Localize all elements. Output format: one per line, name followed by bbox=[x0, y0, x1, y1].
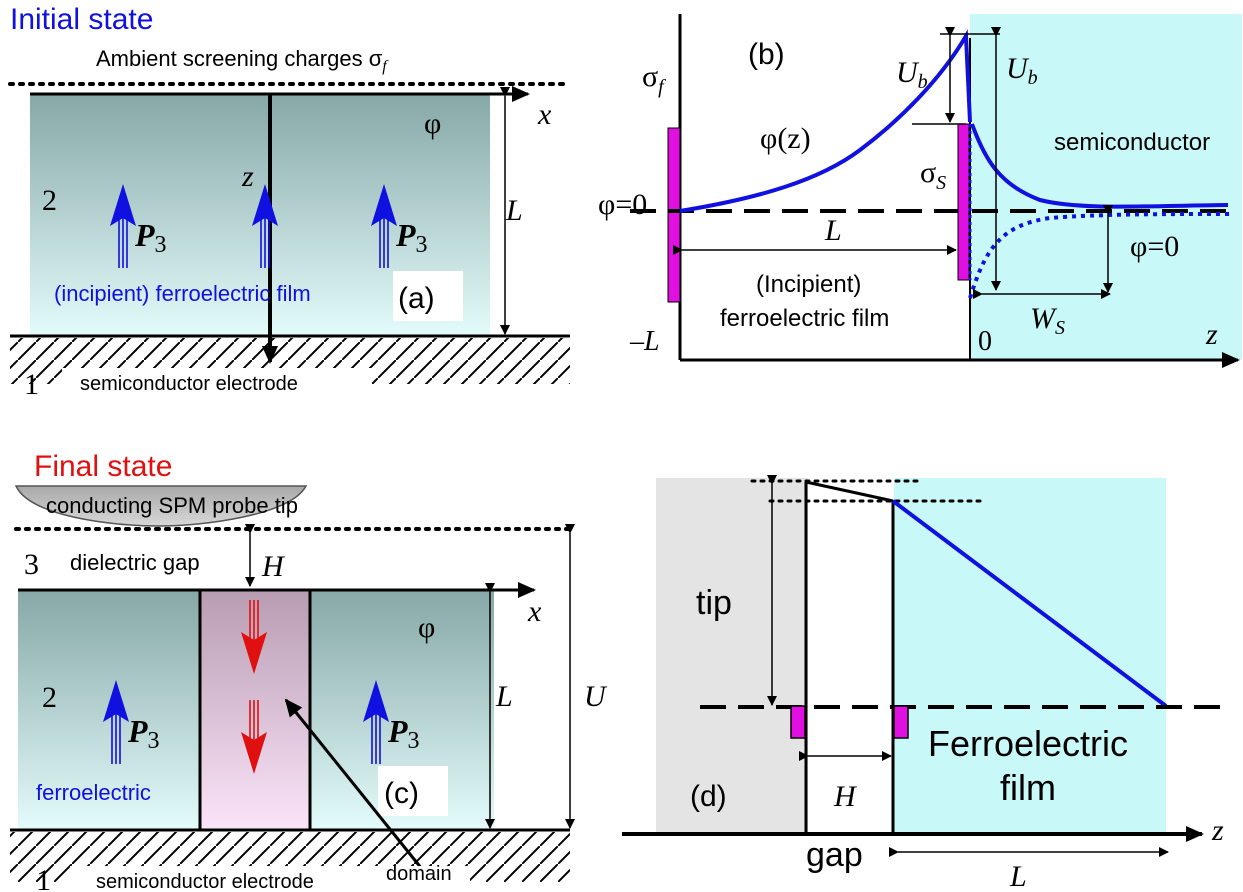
panel-b: (b) σf φ=0 –L φ(z) σS Ub Ub semiconducto… bbox=[598, 14, 1242, 368]
potential-curve-ferro-b bbox=[679, 29, 972, 213]
phi-zero-right-b: φ=0 bbox=[1130, 230, 1179, 263]
region-2-a: 2 bbox=[42, 184, 57, 217]
polarization-arrow-center-a bbox=[252, 184, 278, 268]
domain-label-c: domain bbox=[386, 863, 452, 885]
potential-curve-semi-b bbox=[970, 123, 1229, 209]
sigma-S-plate-b bbox=[957, 123, 970, 281]
panel-a: Initial state Ambient screening charges … bbox=[8, 3, 572, 401]
electrode-label-bg-c bbox=[70, 866, 470, 892]
tip-label-d: tip bbox=[696, 584, 732, 622]
region-1-c: 1 bbox=[36, 864, 51, 892]
p3-right-c: P3 bbox=[387, 713, 420, 754]
minus-L-b: –L bbox=[629, 326, 660, 357]
film-charge-plate-d bbox=[893, 705, 909, 739]
probe-tip-c bbox=[14, 485, 308, 527]
polarization-arrow-right-c bbox=[363, 680, 389, 764]
zero-label-b: 0 bbox=[978, 326, 992, 357]
dotted-curve-b bbox=[968, 212, 1231, 299]
polarization-arrow-left-c bbox=[103, 680, 129, 764]
panel-d: tip H (d) Ferroelectric film z gap L bbox=[622, 475, 1230, 892]
p3-left-c: P3 bbox=[127, 713, 160, 754]
polarization-arrow-left-a bbox=[110, 184, 136, 268]
L-label-c: L bbox=[495, 680, 513, 713]
panel-b-label: (b) bbox=[748, 38, 785, 71]
electrode-label-bg-a bbox=[62, 368, 372, 394]
probe-tip-label-c: conducting SPM probe tip bbox=[46, 493, 298, 518]
ferroelectric-label-c: ferroelectric bbox=[36, 780, 151, 805]
region-3-c: 3 bbox=[24, 548, 39, 581]
film-label-a: (incipient) ferroelectric film bbox=[54, 281, 311, 306]
region-1-a: 1 bbox=[24, 368, 39, 401]
tip-charge-plate-d bbox=[790, 705, 806, 739]
p3-right-a: P3 bbox=[395, 217, 428, 258]
H-label-c: H bbox=[261, 550, 286, 583]
electrode-label-a: semiconductor electrode bbox=[80, 373, 298, 395]
L-label-b: L bbox=[824, 214, 842, 247]
gap-label-c: dielectric gap bbox=[70, 550, 200, 575]
film-label-2-d: film bbox=[1000, 767, 1056, 808]
x-label-a: x bbox=[537, 98, 552, 131]
semiconductor-label-b: semiconductor bbox=[1054, 129, 1210, 156]
H-label-d: H bbox=[833, 780, 858, 813]
panel-c: Final state conducting SPM probe tip 3 d… bbox=[10, 450, 608, 892]
phi-zero-left-b: φ=0 bbox=[598, 188, 647, 221]
panel-c-label: (c) bbox=[384, 777, 419, 810]
L-label-a: L bbox=[505, 194, 523, 227]
phi-z-b: φ(z) bbox=[760, 122, 811, 155]
gap-label-d: gap bbox=[806, 836, 863, 874]
phi-a: φ bbox=[424, 107, 441, 140]
panel-c-label-box bbox=[378, 766, 448, 816]
film-label-1-d: Ferroelectric bbox=[928, 723, 1128, 764]
film-label-1-b: (Incipient) bbox=[756, 271, 861, 298]
panel-a-title: Initial state bbox=[10, 3, 153, 36]
ub-right-label-b: Ub bbox=[1006, 52, 1038, 89]
z-label-a: z bbox=[241, 160, 254, 193]
x-label-c: x bbox=[527, 595, 542, 628]
panel-a-label-box bbox=[393, 271, 463, 321]
z-label-d: z bbox=[1211, 814, 1224, 847]
L-label-d: L bbox=[1009, 860, 1027, 892]
film-potential-d bbox=[891, 499, 1168, 708]
tip-region-d bbox=[656, 478, 808, 834]
ws-label-b: WS bbox=[1030, 302, 1065, 339]
z-label-b: z bbox=[1205, 318, 1218, 351]
ub-left-label-b: Ub bbox=[896, 56, 928, 93]
panel-c-title: Final state bbox=[34, 450, 172, 483]
domain-arrow-top-c bbox=[241, 600, 267, 674]
gap-potential-d bbox=[805, 480, 894, 503]
phi-c: φ bbox=[418, 611, 435, 644]
ambient-charges-label: Ambient screening charges σf bbox=[96, 46, 389, 75]
sigma-f-b: σf bbox=[642, 60, 666, 98]
panel-d-label: (d) bbox=[690, 780, 727, 813]
polarization-arrow-right-a bbox=[371, 184, 397, 268]
domain-arrow-bottom-c bbox=[241, 700, 267, 774]
electrode-label-c: semiconductor electrode bbox=[96, 871, 314, 892]
panel-a-label: (a) bbox=[398, 282, 435, 315]
film-label-2-b: ferroelectric film bbox=[720, 305, 889, 332]
region-2-c: 2 bbox=[42, 681, 57, 714]
p3-left-a: P3 bbox=[134, 217, 167, 258]
U-label-c: U bbox=[584, 680, 608, 713]
sigma-f-plate-b bbox=[667, 127, 681, 303]
sigma-S-b: σS bbox=[920, 156, 946, 194]
